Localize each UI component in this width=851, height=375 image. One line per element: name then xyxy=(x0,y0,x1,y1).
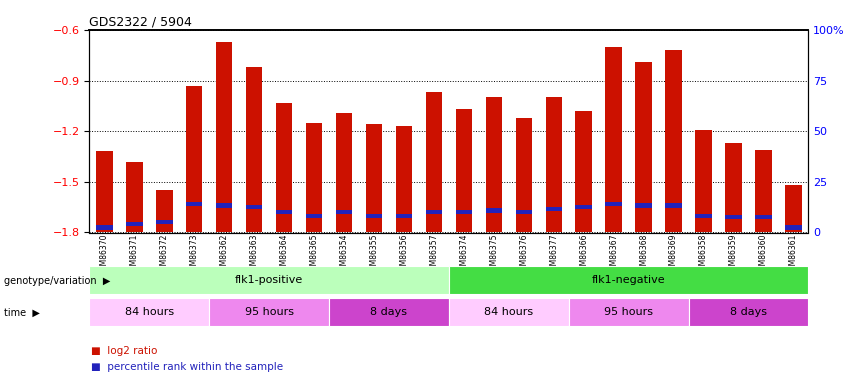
Text: 8 days: 8 days xyxy=(370,307,408,317)
Bar xyxy=(545,207,562,211)
Bar xyxy=(336,112,352,232)
Bar xyxy=(665,50,682,232)
Bar xyxy=(785,225,802,230)
Text: GDS2322 / 5904: GDS2322 / 5904 xyxy=(89,16,192,29)
Bar xyxy=(575,205,592,209)
Bar xyxy=(455,210,472,214)
Text: genotype/variation  ▶: genotype/variation ▶ xyxy=(4,276,111,285)
Bar xyxy=(366,124,382,232)
Bar xyxy=(126,162,142,232)
Text: 8 days: 8 days xyxy=(730,307,767,317)
Bar xyxy=(695,213,711,218)
Bar xyxy=(216,42,232,232)
Text: time  ▶: time ▶ xyxy=(4,308,40,317)
Bar xyxy=(426,92,443,232)
Bar xyxy=(246,205,262,209)
Bar xyxy=(636,203,652,208)
Bar xyxy=(126,222,142,226)
Bar xyxy=(306,123,323,232)
Bar xyxy=(96,225,112,230)
Bar xyxy=(246,67,262,232)
Bar xyxy=(366,213,382,218)
Text: flk1-negative: flk1-negative xyxy=(591,275,665,285)
Bar xyxy=(396,126,412,232)
Bar xyxy=(455,110,472,232)
Bar xyxy=(306,213,323,218)
Text: flk1-positive: flk1-positive xyxy=(235,275,303,285)
Bar xyxy=(96,152,112,232)
Bar xyxy=(756,150,772,232)
Bar xyxy=(756,215,772,219)
Bar xyxy=(276,103,293,232)
Bar xyxy=(486,209,502,213)
Bar xyxy=(89,298,209,326)
Bar xyxy=(89,266,448,294)
Bar xyxy=(605,47,622,232)
Bar xyxy=(695,129,711,232)
Bar xyxy=(636,62,652,232)
Bar xyxy=(725,143,742,232)
Bar xyxy=(448,298,568,326)
Bar xyxy=(486,98,502,232)
Bar xyxy=(156,190,173,232)
Text: 84 hours: 84 hours xyxy=(484,307,534,317)
Bar xyxy=(665,203,682,208)
Bar xyxy=(186,202,203,206)
Bar xyxy=(688,298,808,326)
Bar xyxy=(575,111,592,232)
Bar xyxy=(516,210,532,214)
Bar xyxy=(216,203,232,208)
Bar xyxy=(329,298,448,326)
Bar xyxy=(209,298,329,326)
Bar xyxy=(276,210,293,214)
Text: 84 hours: 84 hours xyxy=(125,307,174,317)
Text: 95 hours: 95 hours xyxy=(244,307,294,317)
Bar xyxy=(785,185,802,232)
Bar xyxy=(545,98,562,232)
Text: ■  log2 ratio: ■ log2 ratio xyxy=(91,346,157,355)
Bar xyxy=(426,210,443,214)
Bar xyxy=(725,215,742,219)
Bar xyxy=(516,118,532,232)
Bar xyxy=(156,220,173,225)
Bar xyxy=(568,298,688,326)
Bar xyxy=(448,266,808,294)
Text: ■  percentile rank within the sample: ■ percentile rank within the sample xyxy=(91,362,283,372)
Bar xyxy=(186,86,203,232)
Bar xyxy=(336,210,352,214)
Text: 95 hours: 95 hours xyxy=(604,307,654,317)
Bar xyxy=(396,213,412,218)
Bar xyxy=(605,202,622,206)
